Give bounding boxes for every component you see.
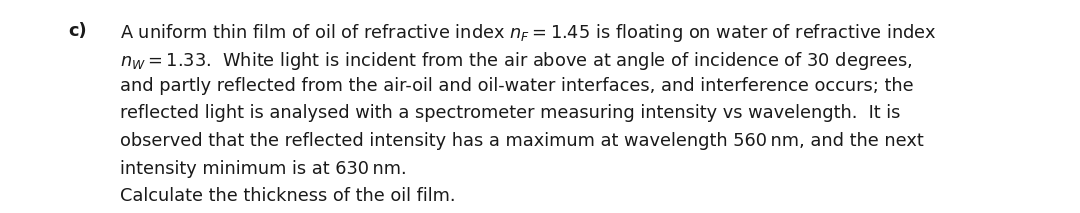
Text: intensity minimum is at 630 nm.: intensity minimum is at 630 nm. [120,160,407,177]
Text: and partly reflected from the air-oil and oil-water interfaces, and interference: and partly reflected from the air-oil an… [120,77,914,95]
Text: $n_W = 1.33$.  White light is incident from the air above at angle of incidence : $n_W = 1.33$. White light is incident fr… [120,49,913,72]
Text: Calculate the thickness of the oil film.: Calculate the thickness of the oil film. [120,187,456,205]
Text: c): c) [68,22,86,40]
Text: reflected light is analysed with a spectrometer measuring intensity vs wavelengt: reflected light is analysed with a spect… [120,105,901,122]
Text: observed that the reflected intensity has a maximum at wavelength 560 nm, and th: observed that the reflected intensity ha… [120,132,923,150]
Text: A uniform thin film of oil of refractive index $n_F = 1.45$ is floating on water: A uniform thin film of oil of refractive… [120,22,936,44]
